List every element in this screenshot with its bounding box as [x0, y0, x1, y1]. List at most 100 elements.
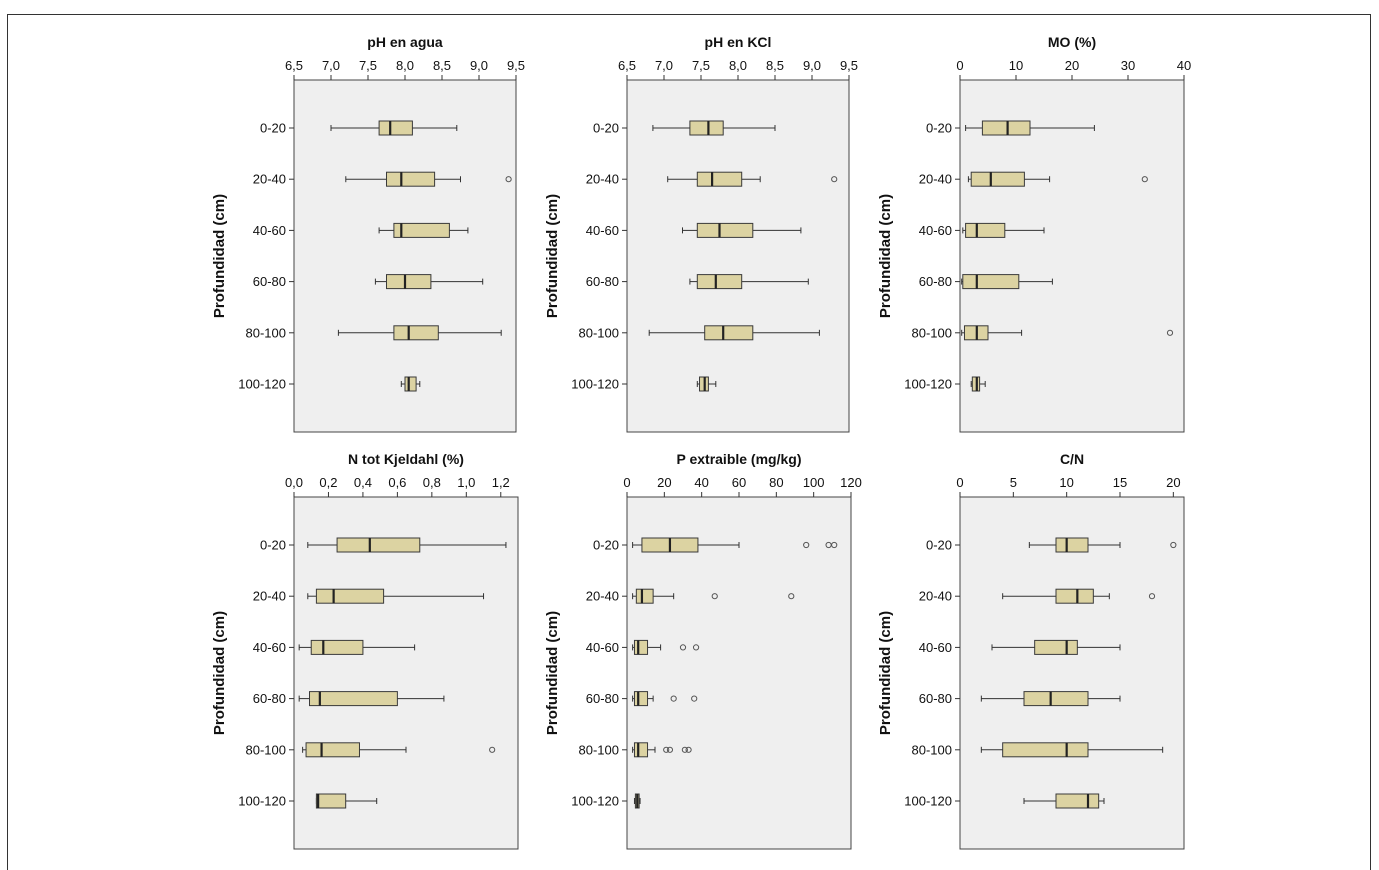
y-tick-label: 80-100	[246, 325, 286, 340]
x-tick-label: 0,4	[354, 475, 372, 490]
y-tick-label: 80-100	[579, 325, 619, 340]
outlier-point	[691, 695, 698, 702]
x-tick-label: 6,5	[618, 58, 636, 73]
box-iqr	[305, 742, 360, 758]
y-tick-label: 80-100	[912, 742, 952, 757]
outlier-point	[711, 593, 718, 600]
x-tick-label: 8,5	[766, 58, 784, 73]
x-tick-label: 5	[1010, 475, 1017, 490]
y-axis-label: Profundidad (cm)	[877, 194, 894, 318]
y-tick-label: 100-120	[904, 794, 952, 809]
y-tick-label: 0-20	[260, 121, 286, 136]
outlier-point	[1170, 541, 1177, 549]
box-iqr	[633, 639, 649, 655]
x-tick-label: 9,0	[803, 58, 821, 73]
outlier-point	[831, 176, 838, 183]
x-tick-label: 1,2	[492, 475, 510, 490]
outlier-point	[685, 746, 692, 753]
box-iqr	[633, 742, 649, 758]
y-tick-label: 40-60	[253, 640, 286, 655]
box-iqr	[970, 171, 1025, 187]
outlier-point	[670, 695, 677, 702]
box-iqr	[393, 222, 450, 238]
panel-4: N tot Kjeldahl (%) 0,0 0,2 0,4 0,6 0,8 1,0 1,2 P…	[211, 451, 519, 850]
y-tick-label: 20-40	[586, 172, 619, 187]
y-tick-label: 100-120	[238, 377, 286, 392]
x-tick-label: 0	[956, 58, 963, 73]
box-iqr	[315, 793, 347, 809]
x-tick-label: 0	[623, 475, 630, 490]
box-iqr	[1034, 639, 1078, 655]
chart-title: MO (%)	[1048, 34, 1096, 50]
x-tick-label: 20	[657, 475, 671, 490]
x-tick-label: 8,5	[433, 58, 451, 73]
y-axis-label: Profundidad (cm)	[544, 611, 561, 735]
x-tick-label: 0,8	[423, 475, 441, 490]
x-tick-label: 0	[956, 475, 963, 490]
y-tick-label: 20-40	[919, 589, 952, 604]
outlier-point	[1148, 593, 1156, 600]
x-tick-label: 20	[1166, 475, 1180, 490]
x-tick-label: 30	[1121, 58, 1135, 73]
x-tick-label: 40	[694, 475, 708, 490]
y-tick-label: 80-100	[579, 742, 619, 757]
x-tick-label: 40	[1177, 58, 1191, 73]
box-iqr	[633, 691, 649, 707]
y-tick-label: 100-120	[238, 794, 286, 809]
y-tick-label: 100-120	[904, 377, 952, 392]
plot-area	[959, 496, 1185, 850]
x-tick-label: 10	[1059, 475, 1073, 490]
plot-area	[626, 496, 852, 850]
y-tick-label: 60-80	[253, 274, 286, 289]
outlier-point	[803, 541, 810, 549]
y-tick-label: 40-60	[919, 223, 952, 238]
box-iqr	[965, 222, 1006, 238]
y-tick-label: 20-40	[919, 172, 952, 187]
y-tick-label: 60-80	[586, 274, 619, 289]
chart-title: pH en KCl	[705, 34, 772, 50]
outlier-point	[663, 746, 670, 753]
box-iqr	[1055, 537, 1089, 553]
y-tick-label: 20-40	[253, 589, 286, 604]
y-tick-label: 40-60	[586, 223, 619, 238]
x-tick-label: 7,0	[322, 58, 340, 73]
y-tick-label: 100-120	[571, 794, 619, 809]
y-tick-label: 40-60	[919, 640, 952, 655]
box-iqr	[689, 120, 724, 136]
panel-3: MO (%) 0 10 20 30 40 Profundidad (cm) 0-20 20-40…	[877, 34, 1191, 433]
outlier-point	[831, 541, 838, 549]
y-axis-label: Profundidad (cm)	[211, 194, 228, 318]
x-tick-label: 7,5	[359, 58, 377, 73]
y-tick-label: 60-80	[253, 691, 286, 706]
box-iqr	[696, 171, 743, 187]
x-tick-label: 9,5	[507, 58, 525, 73]
x-tick-label: 15	[1113, 475, 1127, 490]
outlier-point	[788, 593, 795, 600]
x-tick-label: 120	[840, 475, 862, 490]
y-tick-label: 60-80	[586, 691, 619, 706]
plot-area	[293, 79, 517, 433]
x-tick-label: 0,2	[319, 475, 337, 490]
x-tick-label: 7,5	[692, 58, 710, 73]
box-iqr	[981, 120, 1031, 136]
outlier-point	[1166, 329, 1174, 336]
y-tick-label: 0-20	[260, 538, 286, 553]
x-tick-label: 20	[1065, 58, 1079, 73]
chart-title: N tot Kjeldahl (%)	[348, 451, 464, 467]
box-iqr	[336, 537, 421, 553]
outlier-point	[666, 746, 674, 753]
x-tick-label: 8,0	[396, 58, 414, 73]
plot-area	[293, 496, 519, 850]
panel-1: pH en agua 6,5 7,0 7,5 8,0 8,5 9,0 9,5 Profundid…	[211, 34, 525, 433]
box-iqr	[386, 171, 436, 187]
box-iqr	[315, 588, 385, 604]
x-tick-label: 10	[1009, 58, 1023, 73]
x-tick-label: 7,0	[655, 58, 673, 73]
y-tick-label: 80-100	[246, 742, 286, 757]
y-tick-label: 40-60	[586, 640, 619, 655]
box-iqr	[404, 376, 417, 392]
panel-5: P extraible (mg/kg) 0 20 40 60 80 100 120 Profun…	[544, 451, 862, 850]
y-tick-label: 40-60	[253, 223, 286, 238]
box-iqr	[635, 588, 654, 604]
